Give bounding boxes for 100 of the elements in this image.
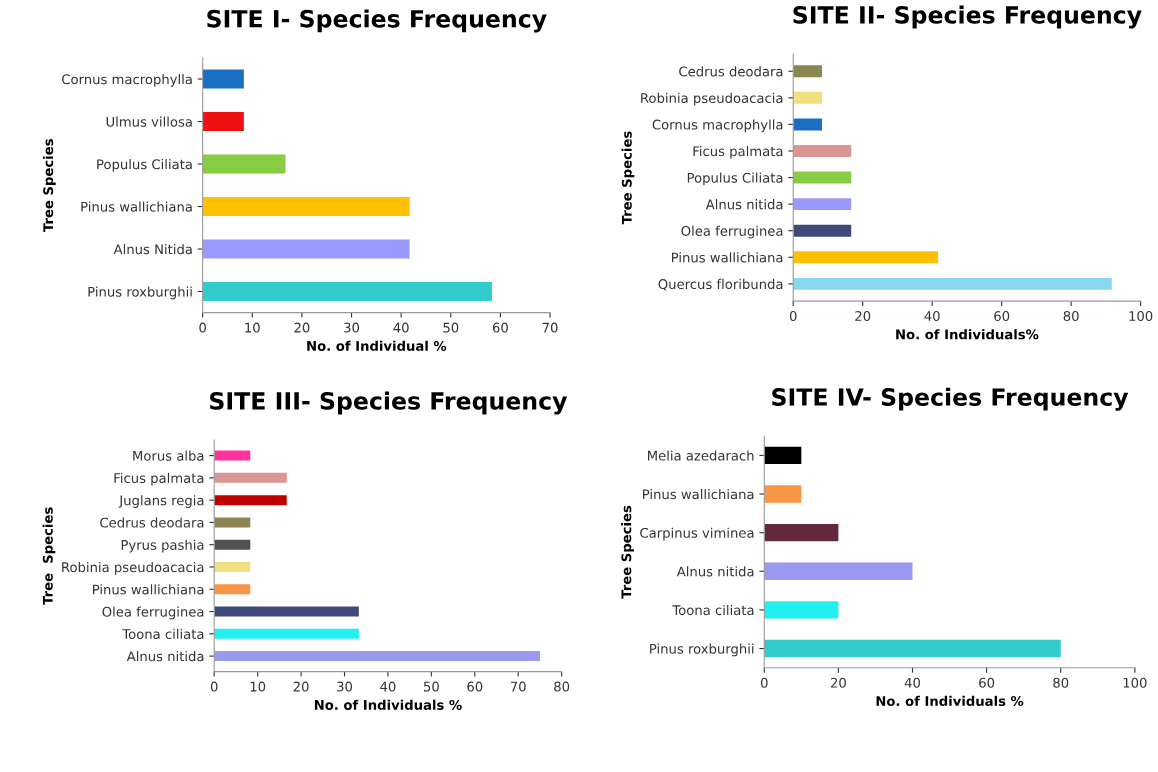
x-tick-label: 70 — [510, 681, 526, 692]
x-tick-label: 40 — [904, 677, 921, 688]
chart-title: SITE III- Species Frequency — [210, 391, 568, 415]
y-tick-label: Cornus macrophylla — [62, 74, 192, 87]
bar — [214, 450, 251, 461]
x-axis-title: No. of Individuals % — [314, 699, 462, 710]
bar — [793, 277, 1112, 290]
bar — [202, 111, 244, 132]
y-tick-label: Pinus wallichiana — [643, 489, 754, 500]
y-axis-title: Tree Species — [621, 131, 635, 225]
y-tick-label: Pinus wallichiana — [81, 201, 192, 212]
bar — [214, 495, 287, 506]
x-tick-label: 20 — [855, 311, 871, 322]
bar — [214, 539, 251, 550]
x-tick-label: 10 — [250, 681, 266, 692]
x-tick-label: 40 — [380, 681, 396, 692]
y-tick-label: Toona ciliata — [672, 604, 754, 616]
y-tick-label: Robinia pseudoacacia — [641, 92, 783, 106]
x-tick-label: 60 — [979, 677, 995, 688]
y-tick-label: Alnus nitida — [676, 566, 754, 577]
y-axis-title: Tree Species — [621, 505, 634, 599]
y-tick-label: Alnus Nitida — [113, 244, 192, 255]
x-tick-label: 40 — [393, 322, 409, 333]
bar — [793, 118, 823, 131]
bar — [764, 601, 839, 619]
x-axis-title: No. of Individuals% — [896, 329, 1039, 340]
bar — [214, 651, 540, 662]
y-tick-label: Quercus floribunda — [658, 278, 783, 291]
bar — [793, 198, 852, 211]
bar — [202, 154, 286, 174]
x-tick-label: 0 — [789, 311, 797, 322]
x-tick-label: 60 — [467, 681, 483, 692]
bar — [793, 91, 823, 104]
y-tick-label: Olea ferruginea — [681, 225, 783, 239]
y-axis-title: Tree Species — [42, 139, 56, 233]
x-tick-label: 20 — [830, 677, 846, 688]
bar — [793, 65, 823, 78]
x-tick-label: 100 — [1123, 677, 1147, 688]
bar — [793, 224, 852, 237]
y-tick-label: Populus Ciliata — [97, 159, 192, 172]
y-tick-label: Cedrus deodara — [679, 66, 783, 77]
y-tick-label: Toona ciliata — [122, 628, 204, 640]
y-tick-label: Melia azedarach — [648, 450, 754, 461]
x-tick-label: 60 — [994, 311, 1010, 322]
chart-title: SITE I- Species Frequency — [207, 9, 547, 33]
bar — [764, 523, 839, 542]
y-tick-label: Alnus nitida — [126, 651, 204, 662]
y-tick-label: Pinus roxburghii — [88, 286, 192, 300]
bar — [214, 606, 359, 617]
x-tick-label: 0 — [760, 677, 768, 688]
bar — [202, 69, 244, 89]
bar — [202, 281, 492, 302]
y-tick-label: Ulmus villosa — [106, 116, 192, 127]
bar — [764, 562, 913, 580]
y-tick-label: Ficus palmata — [693, 145, 783, 159]
y-tick-label: Alnus nitida — [705, 199, 783, 210]
x-tick-label: 20 — [293, 681, 309, 692]
bar — [214, 517, 251, 528]
x-tick-label: 10 — [245, 322, 260, 333]
x-tick-label: 30 — [337, 681, 353, 692]
x-tick-label: 20 — [294, 322, 310, 333]
bar — [764, 485, 802, 503]
bar — [793, 251, 939, 264]
chart-title: SITE II- Species Frequency — [793, 5, 1142, 29]
y-tick-label: Cornus macrophylla — [652, 119, 783, 133]
bar — [214, 628, 359, 639]
y-tick-label: Juglans regia — [118, 495, 204, 508]
y-tick-label: Cedrus deodara — [100, 517, 204, 528]
y-tick-label: Populus Ciliata — [687, 172, 783, 186]
x-tick-label: 70 — [542, 322, 558, 333]
x-tick-label: 80 — [1063, 311, 1079, 322]
y-tick-label: Pinus wallichiana — [93, 584, 204, 595]
bar — [202, 196, 410, 217]
x-tick-label: 30 — [344, 322, 360, 333]
x-tick-label: 40 — [924, 311, 940, 322]
y-tick-label: Ficus palmata — [114, 472, 204, 486]
y-tick-label: Carpinus viminea — [640, 527, 754, 541]
x-tick-label: 50 — [443, 322, 459, 333]
x-axis-title: No. of Individual % — [307, 340, 447, 351]
x-tick-label: 0 — [199, 322, 206, 333]
y-tick-label: Robinia pseudoacacia — [62, 561, 204, 575]
y-tick-label: Pinus roxburghii — [650, 643, 754, 657]
bar — [764, 639, 1061, 658]
x-tick-label: 60 — [492, 322, 508, 333]
x-tick-label: 80 — [554, 681, 570, 692]
bar — [214, 584, 251, 595]
bar — [764, 446, 802, 465]
y-axis-title: Tree Species — [42, 507, 56, 605]
bar — [793, 145, 852, 157]
bar — [793, 171, 852, 184]
bar — [202, 239, 410, 259]
x-tick-label: 100 — [1129, 311, 1153, 322]
bar — [214, 472, 287, 483]
y-tick-label: Pinus wallichiana — [672, 252, 783, 263]
x-tick-label: 0 — [210, 681, 218, 692]
y-tick-label: Pyrus pashia — [121, 539, 204, 553]
chart-title: SITE IV- Species Frequency — [772, 387, 1129, 411]
y-tick-label: Olea ferruginea — [102, 606, 204, 620]
bar — [214, 561, 251, 572]
x-axis-title: No. of Individuals % — [876, 695, 1024, 707]
